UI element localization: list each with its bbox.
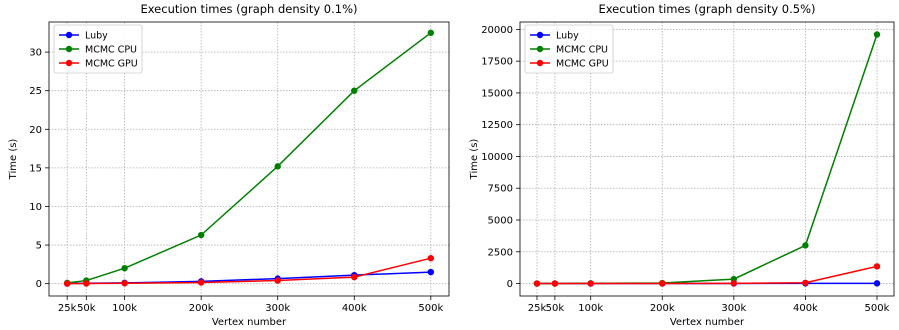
- y-axis-label: Time (s): [469, 139, 480, 181]
- x-tick-label: 25k: [58, 303, 77, 314]
- data-point-mcmc-cpu: [802, 242, 809, 249]
- x-tick-label: 25k: [528, 303, 547, 314]
- chart-panel-density-0-5: 25k 50k 100k 200k 300k 400k 500k 0 2500 5000 7500 1…: [469, 2, 895, 328]
- y-tick-label: 5: [36, 241, 42, 252]
- data-point-mcmc-gpu: [587, 280, 594, 287]
- data-point-mcmc-cpu: [351, 87, 358, 94]
- y-tick-label: 20: [29, 125, 42, 136]
- legend-marker-mcmc-cpu: [65, 45, 73, 53]
- plot-frame: [519, 21, 895, 297]
- legend-label-luby: Luby: [85, 31, 108, 42]
- y-tick-label: 10000: [481, 152, 513, 163]
- legend: Luby MCMC CPU MCMC GPU: [53, 24, 143, 74]
- y-tick-label: 20000: [481, 25, 513, 36]
- chart-title: Execution times (graph density 0.5%): [598, 2, 815, 16]
- data-point-mcmc-cpu: [121, 265, 128, 272]
- data-point-mcmc-gpu: [551, 280, 559, 287]
- y-axis-label: Time (s): [8, 139, 19, 181]
- x-tick-label: 100k: [112, 303, 137, 314]
- data-point-mcmc-cpu: [197, 231, 205, 239]
- chart-title: Execution times (graph density 0.1%): [140, 2, 357, 16]
- y-tick-label: 2500: [488, 247, 513, 258]
- x-tick-label: 200k: [650, 303, 675, 314]
- x-tick-label: 200k: [189, 303, 214, 314]
- legend-box: [53, 24, 143, 74]
- y-tick-label: 15000: [481, 88, 513, 99]
- data-point-mcmc-cpu: [274, 163, 281, 170]
- data-point-mcmc-gpu: [351, 273, 358, 281]
- legend-marker-mcmc-cpu: [536, 45, 544, 53]
- legend-marker-mcmc-gpu: [65, 59, 73, 67]
- data-point-mcmc-gpu: [427, 254, 435, 262]
- x-tick-label: 500k: [865, 303, 890, 314]
- data-point-mcmc-cpu: [427, 29, 435, 37]
- y-tick-label: 30: [29, 48, 42, 59]
- data-point-mcmc-gpu: [274, 277, 281, 284]
- data-point-mcmc-gpu: [121, 280, 128, 287]
- legend-label-mcmc-cpu: MCMC CPU: [556, 45, 608, 56]
- x-axis-label: Vertex number: [212, 317, 287, 328]
- y-tick-label: 12500: [481, 120, 513, 131]
- legend: Luby MCMC CPU MCMC GPU: [524, 24, 614, 74]
- data-point-mcmc-gpu: [802, 279, 809, 286]
- y-tick-label: 17500: [481, 57, 513, 68]
- y-tick-label: 15: [29, 163, 42, 174]
- legend-box: [524, 24, 614, 74]
- y-tick-label: 7500: [488, 184, 513, 195]
- data-point-luby: [427, 268, 435, 276]
- legend-label-mcmc-gpu: MCMC GPU: [85, 59, 138, 70]
- y-tick-label: 0: [507, 279, 513, 290]
- data-point-mcmc-gpu: [197, 279, 205, 286]
- x-tick-label: 300k: [721, 303, 746, 314]
- legend-label-mcmc-gpu: MCMC GPU: [556, 59, 609, 70]
- data-point-mcmc-gpu: [533, 280, 541, 287]
- x-tick-label: 50k: [546, 303, 565, 314]
- data-point-luby: [873, 280, 881, 287]
- data-point-mcmc-cpu: [873, 31, 881, 38]
- data-point-mcmc-gpu: [873, 263, 881, 270]
- data-point-mcmc-gpu: [63, 280, 71, 287]
- legend-marker-mcmc-gpu: [536, 59, 544, 67]
- y-tick-label: 10: [29, 202, 42, 213]
- x-axis-label: Vertex number: [670, 317, 745, 328]
- y-tick-label: 25: [29, 86, 42, 97]
- x-tick-label: 300k: [265, 303, 290, 314]
- legend-marker-luby: [65, 31, 73, 39]
- legend-marker-luby: [536, 31, 544, 39]
- plot-frame: [48, 21, 450, 297]
- data-point-mcmc-gpu: [659, 280, 666, 287]
- x-tick-label: 50k: [77, 303, 96, 314]
- y-tick-label: 0: [36, 279, 42, 290]
- chart-panel-density-0-1: 25k 50k 100k 200k 300k 400k 500k 0 5 10 15 20 25 30 Ex…: [8, 2, 450, 328]
- x-tick-label: 400k: [793, 303, 818, 314]
- x-tick-label: 100k: [578, 303, 603, 314]
- data-point-mcmc-gpu: [83, 280, 90, 287]
- x-tick-label: 400k: [342, 303, 367, 314]
- legend-label-luby: Luby: [556, 31, 579, 42]
- data-point-mcmc-gpu: [730, 280, 738, 287]
- legend-label-mcmc-cpu: MCMC CPU: [85, 45, 137, 56]
- y-tick-label: 5000: [488, 216, 513, 227]
- x-tick-label: 500k: [418, 303, 443, 314]
